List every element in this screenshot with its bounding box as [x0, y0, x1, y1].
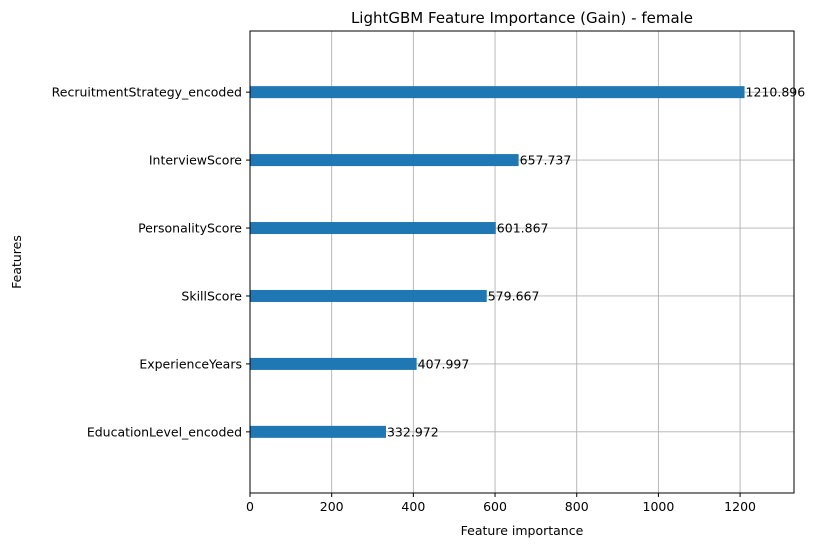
bar-value-label: 332.972: [387, 424, 439, 439]
y-tick-label: InterviewScore: [149, 153, 242, 168]
bar: [250, 86, 745, 99]
bar-value-label: 601.867: [497, 221, 549, 236]
y-axis-title: Features: [9, 235, 24, 289]
x-tick-label: 600: [483, 499, 507, 514]
bar-value-label: 407.997: [418, 356, 470, 371]
plot-frame: [249, 30, 795, 494]
bar: [250, 289, 487, 302]
y-tick-label: ExperienceYears: [139, 356, 242, 371]
x-tick-label: 200: [320, 499, 344, 514]
data-labels: 1210.896 657.737 601.867 579.667 407.997 332.…: [387, 85, 805, 440]
x-axis-ticks: 0 200 400 600 800 1000 1200: [246, 493, 756, 514]
x-tick-label: 800: [565, 499, 589, 514]
x-tick-label: 400: [401, 499, 425, 514]
bar: [250, 222, 496, 235]
y-tick-label: PersonalityScore: [138, 221, 242, 236]
x-tick-label: 1200: [724, 499, 756, 514]
y-tick-label: RecruitmentStrategy_encoded: [52, 85, 242, 100]
bar: [250, 154, 519, 167]
bar-value-label: 1210.896: [746, 85, 806, 100]
y-tick-label: SkillScore: [181, 288, 242, 303]
x-tick-label: 0: [246, 499, 254, 514]
bar-value-label: 579.667: [488, 288, 540, 303]
bar-value-label: 657.737: [520, 153, 572, 168]
x-tick-label: 1000: [643, 499, 675, 514]
y-axis-ticks: RecruitmentStrategy_encoded InterviewScor…: [52, 85, 250, 439]
chart-title: LightGBM Feature Importance (Gain) - fem…: [351, 9, 693, 27]
y-tick-label: EducationLevel_encoded: [87, 424, 242, 439]
bar: [250, 425, 386, 438]
bars: [250, 86, 745, 438]
x-axis-title: Feature importance: [461, 523, 584, 538]
bar: [250, 357, 417, 370]
grid: [249, 31, 794, 493]
